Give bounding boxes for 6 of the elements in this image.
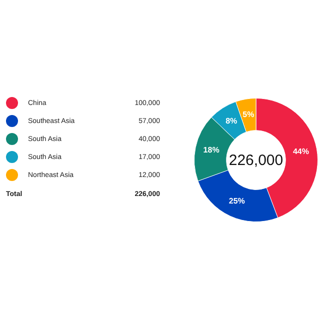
- text: 226,000: [228, 152, 284, 169]
- text: 18%: [203, 146, 220, 155]
- text: 25%: [228, 196, 245, 206]
- text: 5%: [242, 110, 254, 120]
- text: 44%: [292, 146, 309, 156]
- text: 8%: [226, 116, 238, 126]
